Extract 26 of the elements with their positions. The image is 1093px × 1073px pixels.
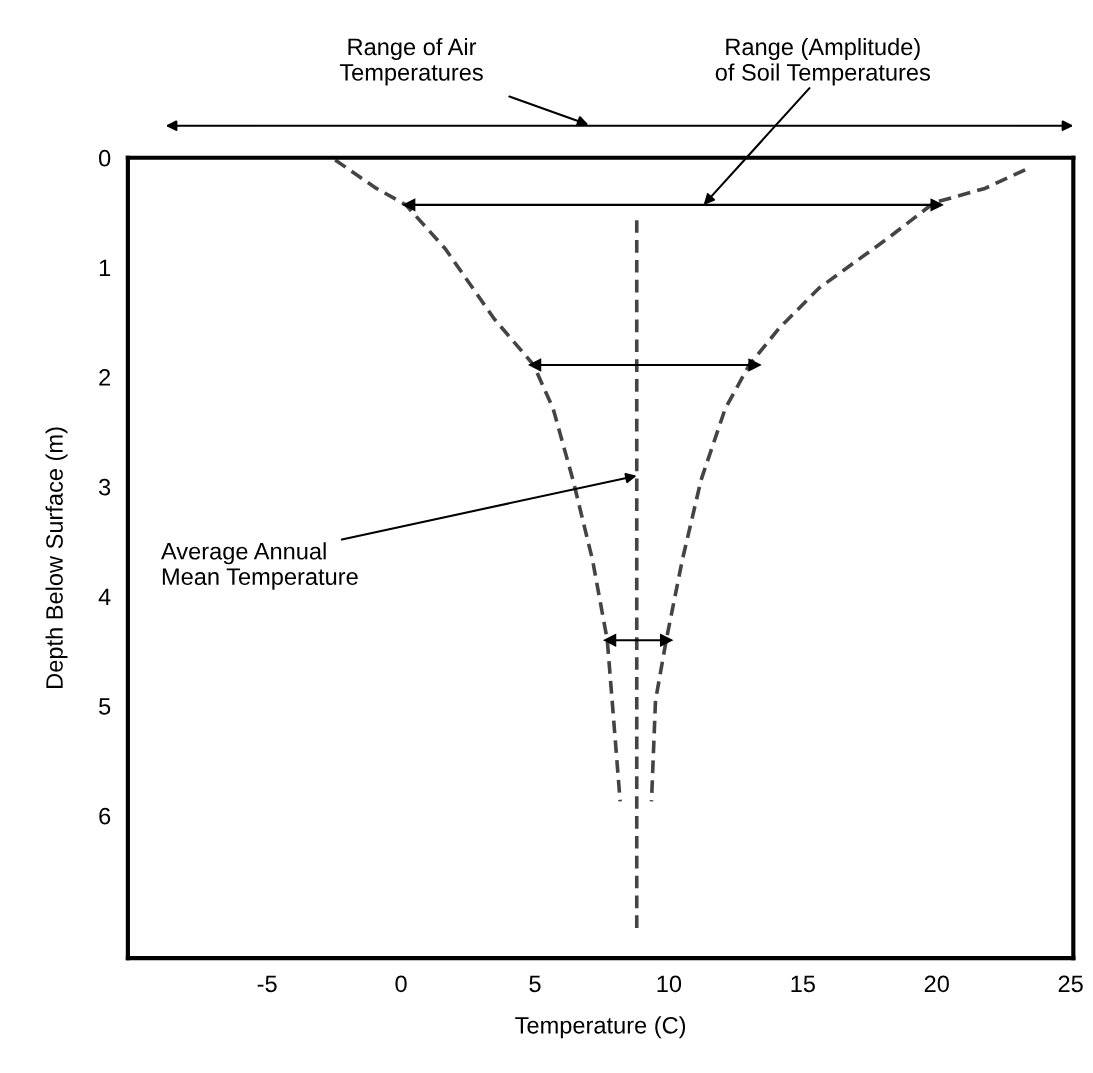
y-tick-label: 3 <box>98 478 111 496</box>
x-tick-label: 25 <box>1058 975 1083 993</box>
point <box>748 358 761 372</box>
x-tick-label: 15 <box>791 975 815 993</box>
x-axis-title: Temperature (C) <box>515 1016 686 1039</box>
y-tick-label: 5 <box>99 698 111 715</box>
x-tick-label: 20 <box>924 975 949 993</box>
point <box>528 358 542 372</box>
text: Range of Air Temperatures <box>339 37 483 86</box>
y-tick-label: 1 <box>99 259 111 276</box>
line-series <box>649 167 1027 804</box>
y-tick-label: 4 <box>98 588 111 605</box>
point <box>659 633 673 647</box>
x-tick-label: 10 <box>657 975 682 993</box>
point <box>603 633 617 647</box>
point <box>402 198 416 212</box>
y-tick-label: 0 <box>99 149 111 167</box>
annotation: Range (Amplitude) of Soil Temperatures <box>715 37 930 86</box>
y-tick-label: 2 <box>99 369 111 386</box>
annotation: Average Annual Mean Temperature <box>161 542 358 590</box>
y-tick-label: 6 <box>99 807 111 825</box>
x-tick-label: 5 <box>529 975 541 993</box>
x-tick-label: -5 <box>257 975 277 993</box>
y-axis-title: Depth Below Surface (m) <box>45 427 68 688</box>
point <box>930 198 943 212</box>
x-tick-label: 0 <box>395 975 407 993</box>
